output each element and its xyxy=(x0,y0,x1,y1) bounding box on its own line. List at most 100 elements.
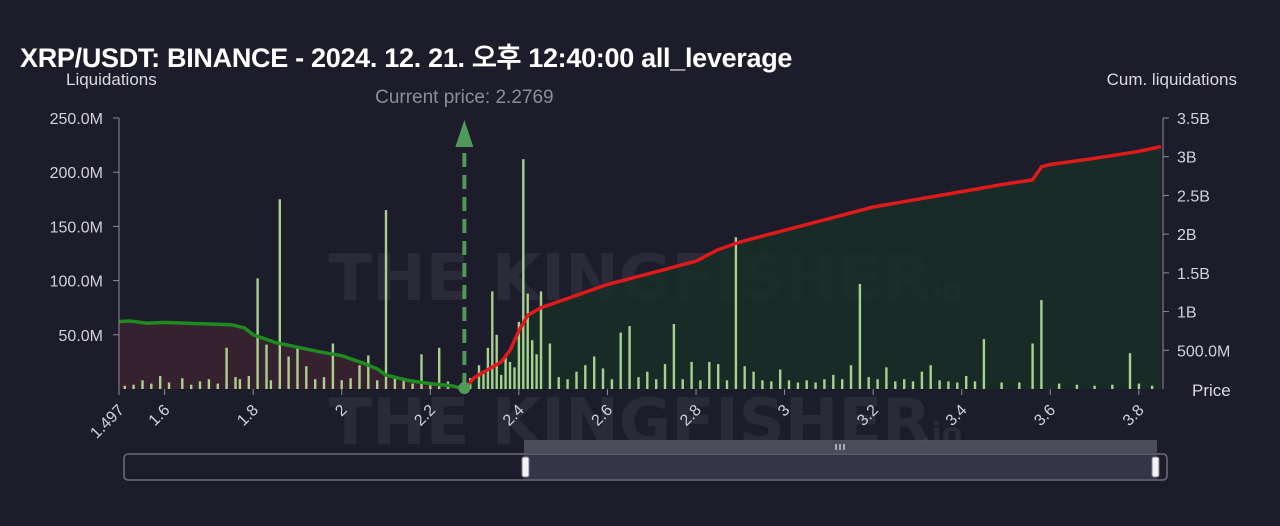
liquidation-bar xyxy=(216,383,219,389)
liquidation-bar xyxy=(956,382,959,389)
current-price-annotation: Current price: 2.2769 xyxy=(375,87,554,108)
navigator-handle[interactable] xyxy=(1151,456,1160,478)
liquidation-bar xyxy=(429,383,432,389)
liquidation-bar xyxy=(150,383,153,389)
y-axis-ticks-right: 500.0M 1B 1.5B 2B 2.5B 3B 3.5B xyxy=(1163,111,1230,360)
liquidation-bar xyxy=(929,365,932,389)
liquidation-bar xyxy=(539,291,543,389)
liquidation-bar xyxy=(708,361,711,389)
liquidation-bar xyxy=(575,371,578,389)
liquidation-bar xyxy=(814,382,817,389)
liquidation-bar xyxy=(225,347,228,389)
liquidation-bar xyxy=(885,367,888,389)
liquidation-bar xyxy=(296,347,299,389)
liquidation-bar xyxy=(601,368,605,389)
navigator-selected-range[interactable] xyxy=(524,455,1157,479)
y2-tick-label: 3.5B xyxy=(1177,111,1210,128)
liquidation-bar xyxy=(947,381,950,389)
liquidation-bar xyxy=(190,384,193,389)
liquidation-bar xyxy=(796,382,800,389)
liquidation-bar xyxy=(646,371,649,389)
liquidation-bar xyxy=(402,380,405,389)
cumulative-fills xyxy=(119,146,1161,389)
liquidation-bar xyxy=(265,344,268,389)
liquidation-bar xyxy=(367,355,370,389)
liquidation-bar xyxy=(734,237,738,389)
liquidation-bar xyxy=(278,199,281,389)
liquidation-bar xyxy=(349,378,352,389)
x-tick-label: 1.6 xyxy=(146,402,174,430)
range-navigator[interactable] xyxy=(123,440,1168,481)
liquidation-bar xyxy=(207,379,211,389)
axes xyxy=(118,118,1164,389)
liquidation-bar xyxy=(619,332,622,389)
liquidation-bar xyxy=(805,380,808,389)
liquidation-bar xyxy=(982,339,986,389)
liquidation-bar xyxy=(761,380,764,389)
liquidation-bar xyxy=(513,367,516,389)
liquidation-bar xyxy=(867,377,870,389)
liquidation-bar xyxy=(331,343,335,389)
liquidation-bar xyxy=(787,380,791,389)
liquidation-bar xyxy=(743,366,746,389)
y-axis-label-right: Cum. liquidations xyxy=(1106,70,1237,89)
liquidation-bar xyxy=(504,356,507,389)
liquidation-bar xyxy=(1057,383,1061,389)
liquidation-bar xyxy=(1093,385,1096,389)
liquidation-bar xyxy=(247,376,250,389)
liquidation-bar xyxy=(965,376,968,389)
liquidation-bar xyxy=(314,379,317,389)
liquidation-bar xyxy=(482,370,485,389)
liquidation-bar xyxy=(849,365,853,389)
x-axis-label: Price xyxy=(1192,381,1231,400)
y2-tick-label: 2B xyxy=(1177,227,1197,244)
liquidation-bar xyxy=(269,380,273,389)
liquidation-bar xyxy=(358,365,361,389)
current-price-marker: Current price: 2.2769 xyxy=(375,87,554,394)
liquidation-bar xyxy=(234,377,237,389)
y-tick-label: 100.0M xyxy=(50,274,103,291)
liquidation-bar xyxy=(1040,300,1043,389)
liquidation-bar xyxy=(322,377,326,389)
liquidation-bar xyxy=(384,210,388,389)
long-side-fill xyxy=(464,146,1161,389)
liquidation-bar xyxy=(1075,384,1079,389)
liquidation-bar xyxy=(876,379,879,389)
liquidation-bar xyxy=(894,381,897,389)
current-price-dot xyxy=(458,382,471,394)
liquidation-bar xyxy=(1111,384,1114,389)
liquidation-bar xyxy=(305,366,308,389)
y-axis-label-left: Liquidations xyxy=(66,70,157,89)
liquidation-bar xyxy=(672,324,676,389)
liquidation-bar xyxy=(491,291,494,389)
liquidation-bar xyxy=(508,361,512,389)
liquidation-bar xyxy=(238,379,242,389)
liquidation-bar xyxy=(725,380,729,389)
liquidation-bar xyxy=(690,361,693,389)
navigator-handle[interactable] xyxy=(521,456,530,478)
liquidation-bar xyxy=(699,380,702,389)
x-tick-label: 1.8 xyxy=(234,402,262,430)
liquidation-bar xyxy=(858,283,862,389)
liquidation-bar xyxy=(752,371,755,389)
liquidation-bar xyxy=(420,354,423,389)
liquidation-bar xyxy=(517,321,521,389)
liquidation-bar xyxy=(159,376,162,389)
liquidation-bar xyxy=(973,381,977,389)
liquidation-bar xyxy=(911,381,915,389)
liquidation-bar xyxy=(477,365,481,389)
liquidation-bar xyxy=(841,379,844,389)
y-tick-label: 200.0M xyxy=(50,165,103,182)
liquidation-bars xyxy=(123,159,1154,389)
liquidation-bar xyxy=(1150,385,1154,389)
liquidation-bar xyxy=(823,379,826,389)
y-tick-label: 50.0M xyxy=(59,328,103,345)
liquidation-bar xyxy=(610,379,614,389)
cum-short-line xyxy=(118,319,465,391)
liquidation-bar xyxy=(256,278,259,389)
y2-tick-label: 2.5B xyxy=(1177,188,1210,205)
liquidation-bar xyxy=(500,374,503,389)
current-price-arrowhead xyxy=(455,120,474,147)
x-tick-label: 3.8 xyxy=(1120,402,1148,430)
